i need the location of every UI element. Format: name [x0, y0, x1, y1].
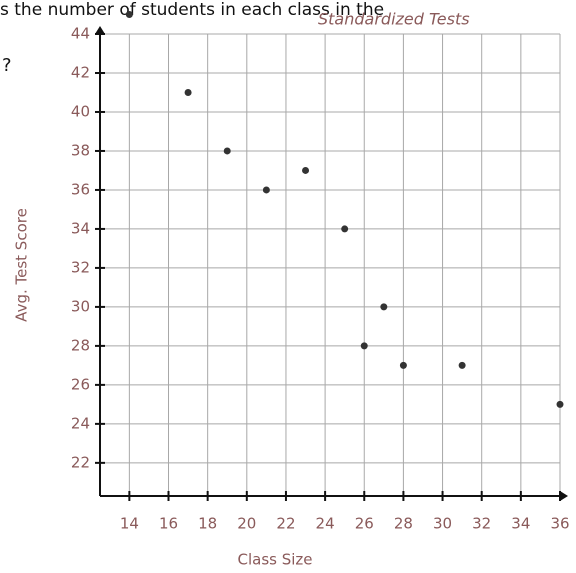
x-tick-label: 20 [237, 515, 256, 533]
point [557, 401, 564, 408]
y-tick-label: 32 [71, 258, 90, 276]
point [224, 147, 231, 154]
y-tick-label: 40 [71, 102, 90, 120]
point [302, 167, 309, 174]
x-tick-label: 32 [472, 515, 491, 533]
point [263, 186, 270, 193]
y-tick-label: 24 [71, 414, 90, 432]
chart: s the number of students in each class i… [0, 0, 576, 573]
y-tick-label: 30 [71, 297, 90, 315]
point [400, 362, 407, 369]
y-tick-label: 42 [71, 63, 90, 81]
y-tick-label: 34 [71, 219, 90, 237]
point [380, 303, 387, 310]
point [459, 362, 466, 369]
x-tick-label: 16 [159, 515, 178, 533]
x-tick-label: 26 [355, 515, 374, 533]
x-tick-label: 30 [433, 515, 452, 533]
y-axis-label: Avg. Test Score [13, 208, 31, 322]
point [185, 89, 192, 96]
x-tick-label: 28 [394, 515, 413, 533]
x-tick-label: 22 [276, 515, 295, 533]
y-tick-label: 38 [71, 141, 90, 159]
y-tick-label: 22 [71, 453, 90, 471]
header-note: Standardized Tests [318, 10, 470, 29]
x-tick-label: 14 [120, 515, 139, 533]
y-tick-label: 36 [71, 180, 90, 198]
x-axis-label: Class Size [237, 551, 312, 569]
point [341, 225, 348, 232]
x-tick-label: 24 [316, 515, 335, 533]
x-tick-label: 18 [198, 515, 217, 533]
x-tick-label: 34 [511, 515, 530, 533]
y-tick-label: 26 [71, 375, 90, 393]
axis-arrow [95, 26, 105, 34]
x-tick-label: 36 [550, 515, 569, 533]
point [126, 11, 133, 18]
axis-arrow [560, 491, 568, 501]
point [361, 342, 368, 349]
y-tick-label: 28 [71, 336, 90, 354]
header-mark: ? [2, 55, 12, 76]
y-tick-label: 44 [71, 25, 90, 43]
